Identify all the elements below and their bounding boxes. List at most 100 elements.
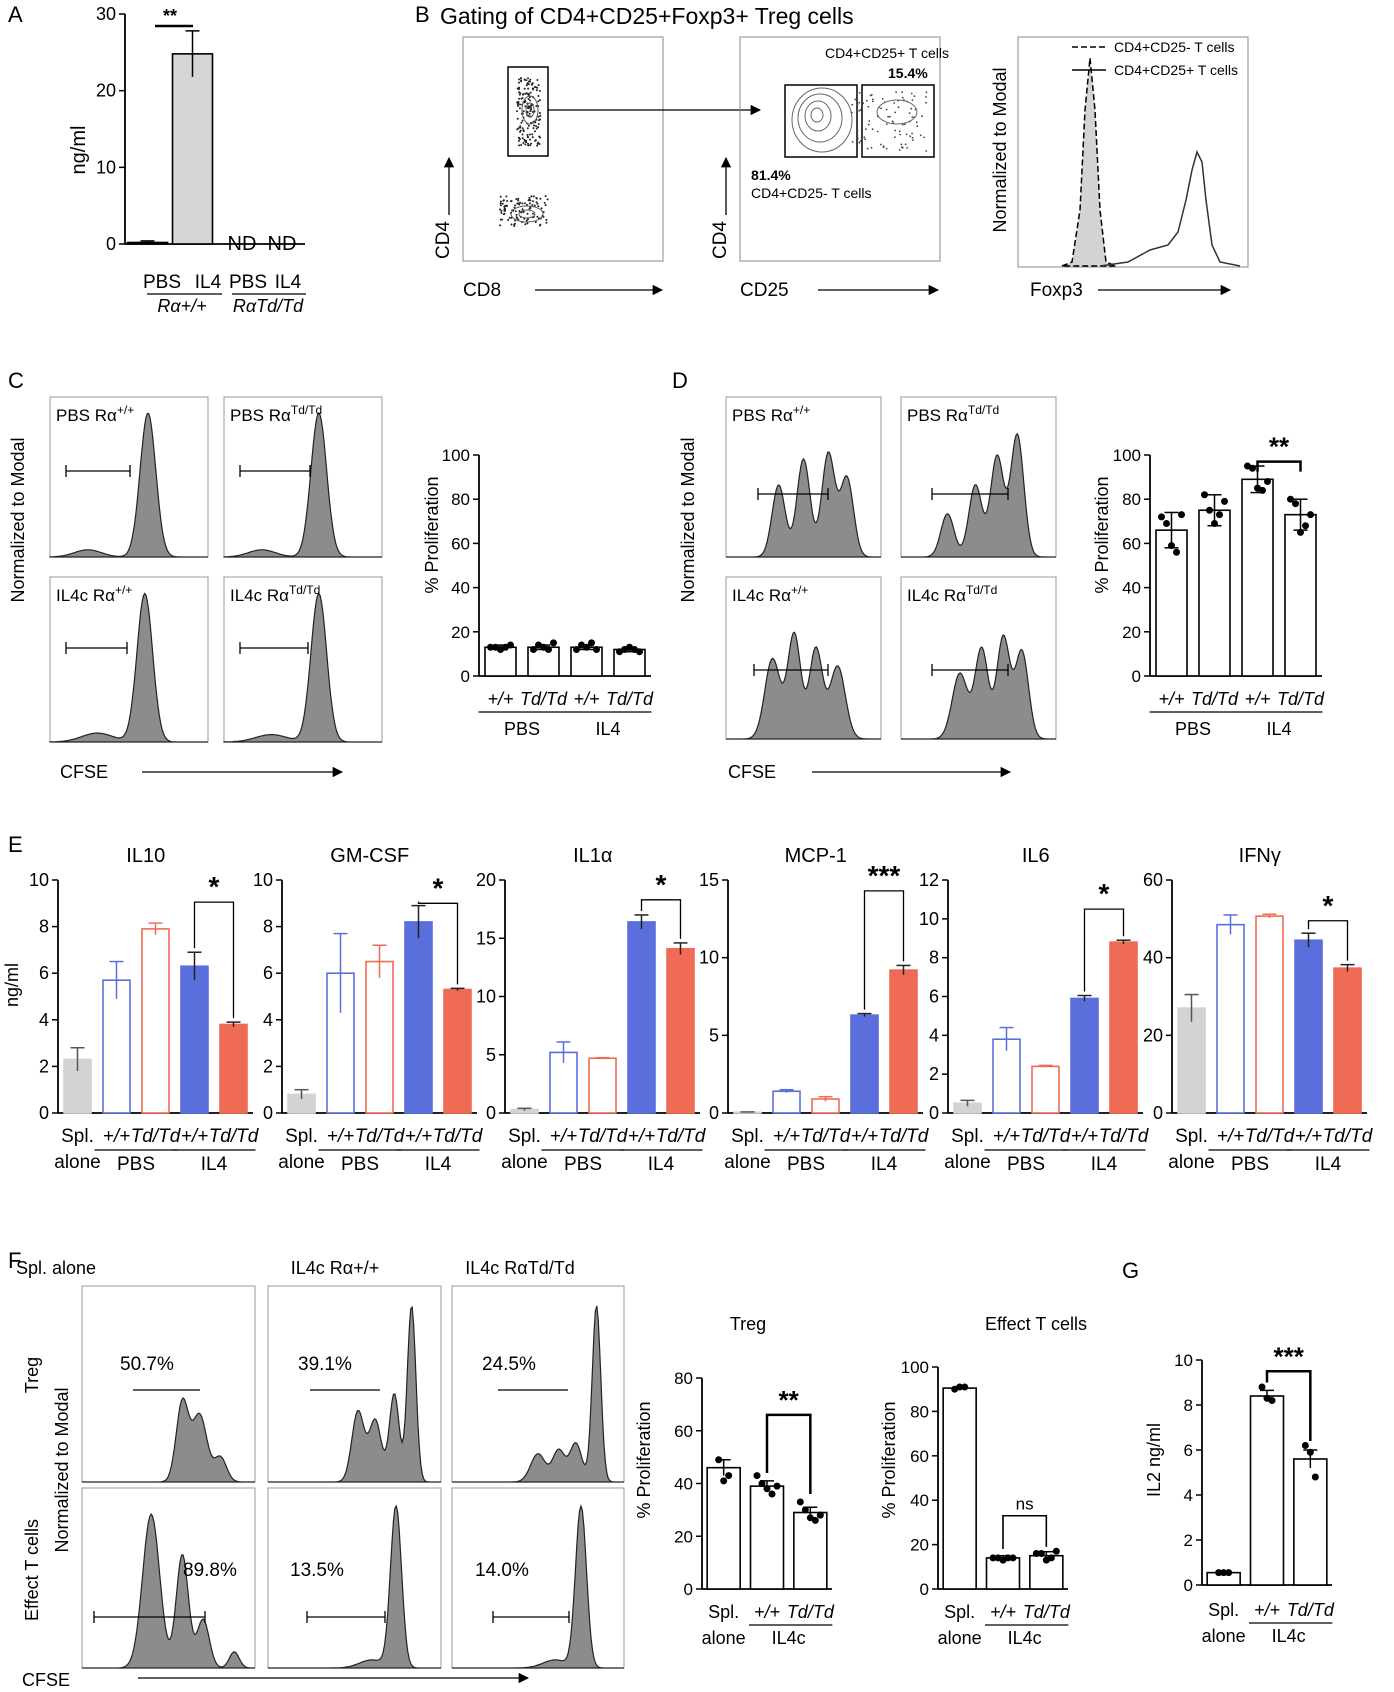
panel-f-treg-3-hist: [452, 1305, 624, 1483]
chart-e-2-ytick-label-2: 10: [476, 987, 496, 1007]
chart-e-5-title: IFNγ: [1239, 845, 1281, 867]
chart-g-ytick-label-0: 0: [1184, 1576, 1193, 1595]
panel-b-dot1-44: [522, 142, 525, 144]
chart-e-1-title: GM-CSF: [330, 845, 409, 867]
panel-b-dot1b-59: [534, 221, 537, 224]
chart-d-point-0-3: [1173, 548, 1180, 556]
panel-d-hist-2-label-base: PBS Rα: [907, 406, 968, 425]
panel-b-dot1-119: [525, 79, 528, 82]
chart-f-eff-bar-2: [1029, 1554, 1064, 1590]
panel-d-xlabel: CFSE: [728, 762, 776, 782]
chart-c-ytick-label-4: 80: [451, 490, 470, 509]
panel-f-eff-pct-2: 14.0%: [475, 1560, 529, 1581]
panel-c-ylabel: Normalized to Modal: [8, 437, 28, 602]
panel-b-dot2-42: [882, 146, 885, 149]
panel-b-dot2-4: [904, 143, 907, 146]
panel-b-contour-5: [791, 87, 853, 153]
chart-e-4-cat0b: alone: [944, 1152, 991, 1173]
panel-b-plot2-frame: [739, 36, 941, 262]
panel-b-gate-pos-label: CD4+CD25+ T cells: [825, 45, 949, 61]
panel-b-dot1b-94: [521, 208, 524, 211]
panel-b-dot1-46: [530, 107, 533, 109]
chart-e-5-ytick-label-3: 60: [1143, 870, 1163, 890]
panel-b-dot1-115: [517, 127, 520, 130]
panel-b-dot1b-100: [515, 198, 518, 201]
panel-b-contour-6: [797, 93, 843, 143]
chart-d-ylabel: % Proliferation: [1092, 476, 1112, 593]
chart-f-eff-title: Effect T cells: [985, 1314, 1087, 1334]
chart-e-4-xtick-2: +/+: [1071, 1126, 1098, 1147]
panel-d-hist-4-label-base: IL4c Rα: [907, 586, 966, 605]
panel-label-a: A: [8, 2, 23, 27]
chart-f-eff-point-2-4: [1052, 1547, 1060, 1555]
panel-b-dot1b-52: [499, 224, 502, 227]
panel-b-dot2-50: [901, 146, 904, 149]
panel-b-dot1-81: [518, 138, 521, 141]
panel-b-dot2-75: [858, 92, 861, 94]
panel-label-e: E: [8, 832, 23, 857]
panel-b-dot1-11: [538, 143, 541, 145]
chart-d-ytick-label-1: 20: [1122, 623, 1141, 642]
panel-b-dot2-62: [893, 102, 896, 104]
chart-f-treg-ytick-label-1: 20: [674, 1527, 693, 1546]
chart-e-0-group-1: IL4: [201, 1154, 228, 1175]
chart-e-4-ytick-label-5: 10: [919, 909, 939, 929]
panel-b-foxp3-histogram: [1017, 36, 1249, 268]
chart-a-ytick-label-0: 0: [106, 234, 116, 254]
chart-e-2-bar-1: [549, 1051, 578, 1114]
chart-e-5-cat0: Spl.: [1175, 1126, 1208, 1147]
chart-c-xtick-0: +/+: [487, 689, 513, 709]
chart-g-cat0b: alone: [1202, 1626, 1246, 1646]
chart-g-group: IL4c: [1272, 1626, 1306, 1646]
chart-e-1-bar-4: [443, 988, 472, 1114]
chart-e-5-bar-2: [1255, 915, 1284, 1114]
chart-e-2-xtick-0: +/+: [550, 1126, 577, 1147]
chart-e-4-ytick-label-6: 12: [919, 870, 939, 890]
panel-b-dot1b-50: [517, 197, 520, 200]
panel-b-dot2-79: [856, 110, 859, 112]
chart-c-point-2-2: [583, 643, 590, 651]
chart-e-5-bar-1: [1216, 923, 1245, 1114]
panel-b-dot1b-12: [524, 223, 527, 226]
chart-e-3-bar-4: [889, 969, 918, 1114]
panel-b-dot1-150: [537, 100, 540, 103]
panel-b-dot2-55: [871, 100, 874, 103]
panel-b-dot2-64: [904, 123, 906, 126]
chart-d-ytick-label-0: 0: [1132, 667, 1141, 686]
chart-g-point-1-2: [1268, 1397, 1276, 1404]
chart-e-1-cat0b: alone: [278, 1152, 325, 1173]
chart-g-point-0-1: [1220, 1569, 1228, 1577]
panel-b-dot2-40: [881, 98, 884, 100]
panel-b-dot1-16: [520, 144, 523, 146]
chart-e-2-bar-4: [666, 947, 695, 1114]
chart-a-xlabel-4: IL4: [275, 272, 302, 293]
panel-b-dot2-36: [900, 143, 903, 146]
panel-f-treg-1-frame: [81, 1285, 256, 1483]
chart-d-point-3-2: [1297, 528, 1304, 536]
panel-b-dot1-163: [527, 77, 529, 80]
panel-b-dot1b-72: [532, 195, 535, 198]
panel-d-hist-3-label: IL4c Rα+/+: [732, 583, 808, 605]
panel-b-plot-cd4-cd25: [739, 36, 941, 262]
chart-f-treg-title: Treg: [730, 1314, 766, 1334]
panel-b-dot2-74: [925, 101, 927, 104]
chart-f-eff-cat0b: alone: [938, 1628, 982, 1648]
panel-b-dot2-32: [880, 107, 882, 110]
panel-b-dot2-54: [916, 125, 919, 128]
panel-b-dot1-135: [535, 125, 537, 128]
chart-f-treg-ytick-label-2: 40: [674, 1475, 693, 1494]
panel-b-dot1-137: [519, 125, 522, 128]
panel-f-col-title-1: Spl. alone: [16, 1258, 96, 1278]
panel-b-dot1b-81: [514, 222, 516, 225]
chart-f-eff-xtick-1: Td/Td: [1023, 1602, 1071, 1622]
panel-b-dot1-145: [518, 86, 521, 89]
panel-b-dot2-45: [911, 136, 914, 139]
chart-d-xtick-0: +/+: [1158, 689, 1184, 709]
panel-b-dot1b-70: [544, 204, 547, 207]
chart-e-1-ytick-label-1: 2: [263, 1056, 273, 1076]
panel-b-dot1-117: [537, 84, 540, 87]
panel-b-dot1b-46: [507, 218, 510, 221]
